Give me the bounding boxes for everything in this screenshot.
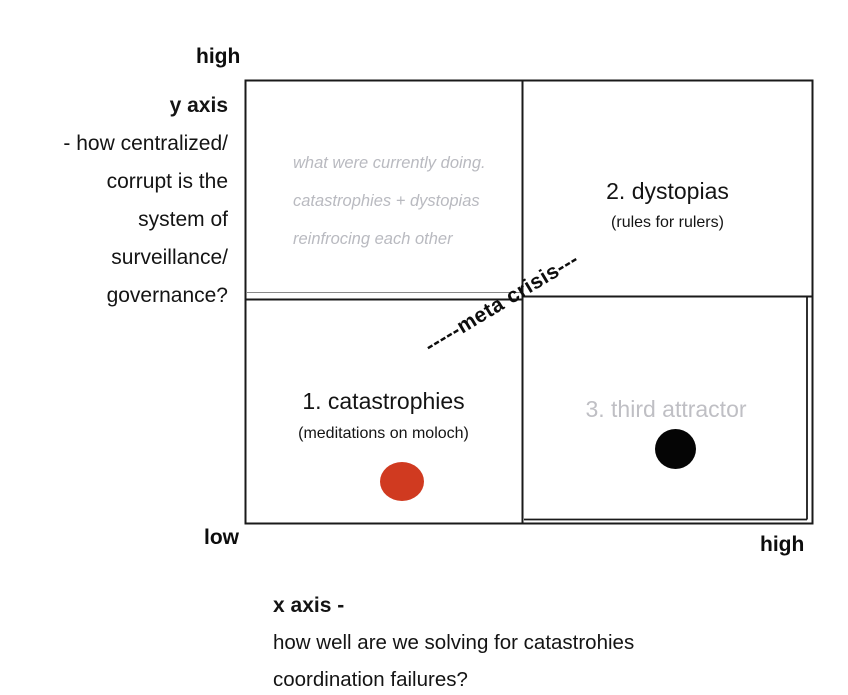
x-axis-line: how well are we solving for catastrohies: [273, 631, 635, 654]
x-axis-low-label: low: [204, 526, 239, 549]
x-axis-title-block: x axis - how well are we solving for cat…: [273, 587, 634, 695]
y-axis-title-block: y axis - how centralized/ corrupt is the…: [0, 87, 228, 315]
outer-box: [244, 79, 814, 525]
x-axis-line: coordination failures?: [273, 668, 468, 691]
x-axis-title: x axis -: [273, 594, 345, 617]
y-axis-line: system of: [138, 208, 228, 231]
catastrophies-subtitle: (meditations on moloch): [298, 425, 469, 442]
third-attractor-dot: [655, 429, 696, 469]
dystopias-subtitle: (rules for rulers): [611, 214, 724, 231]
note-line: catastrophies + dystopias: [293, 192, 480, 210]
x-axis-high-label: high: [760, 533, 805, 556]
y-axis-high-label: high: [196, 45, 241, 68]
y-axis-title: y axis: [169, 94, 228, 117]
y-axis-line: governance?: [106, 284, 228, 307]
dystopias-label: 2. dystopias (rules for rulers): [522, 178, 813, 232]
note-line: what were currently doing.: [293, 154, 486, 172]
top-left-quadrant-note: what were currently doing. catastrophies…: [293, 144, 523, 258]
y-axis-line: - how centralized/: [63, 132, 228, 155]
catastrophies-label: 1. catastrophies (meditations on moloch): [245, 388, 522, 443]
y-axis-line: corrupt is the: [106, 170, 228, 193]
y-axis-line: surveillance/: [111, 246, 228, 269]
catastrophies-title: 1. catastrophies: [302, 388, 465, 414]
note-line: reinfrocing each other: [293, 230, 453, 248]
dystopias-title: 2. dystopias: [606, 178, 729, 204]
third-attractor-label: 3. third attractor: [525, 396, 807, 423]
catastrophies-dot: [380, 462, 424, 501]
third-attractor-title: 3. third attractor: [585, 396, 747, 422]
